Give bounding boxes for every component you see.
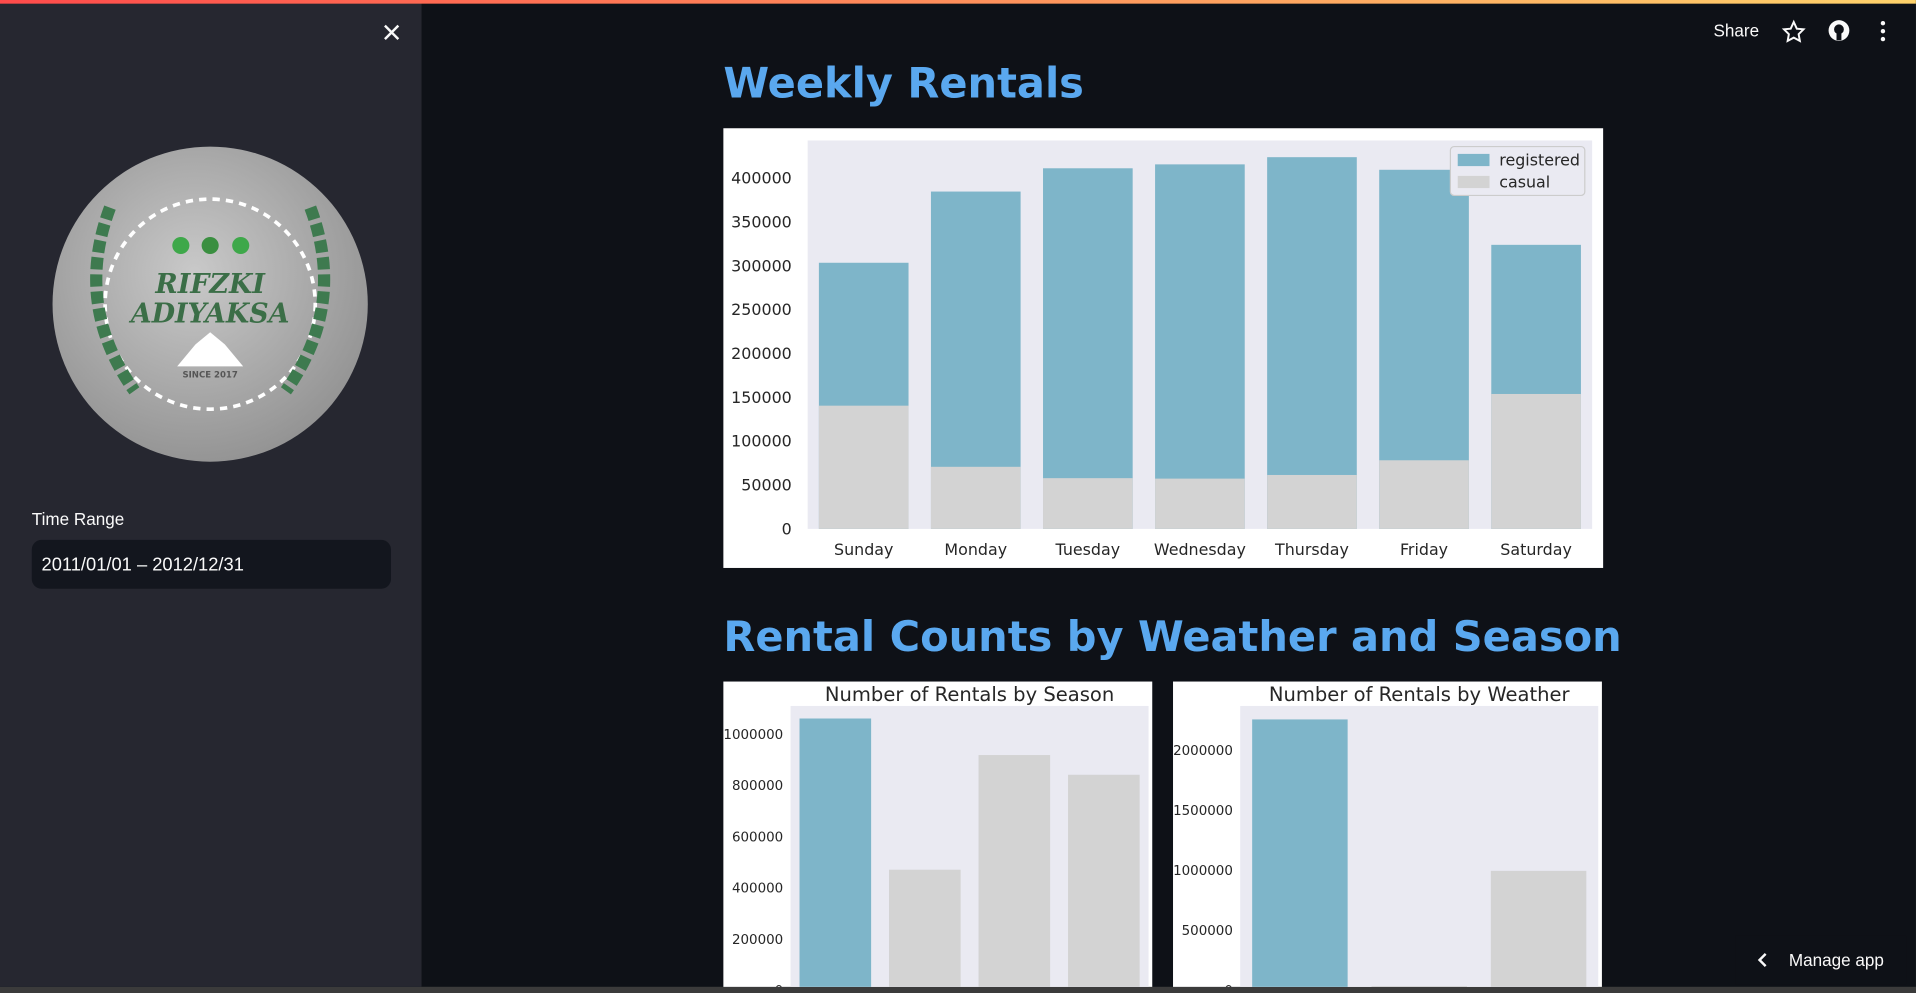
x-tick-label: Thursday — [1274, 540, 1349, 559]
bar — [1490, 870, 1587, 987]
logo: RIFZKI ADIYAKSA SINCE 2017 — [52, 146, 368, 462]
github-button[interactable] — [1828, 20, 1850, 41]
manage-app-button[interactable]: Manage app — [1789, 951, 1884, 970]
y-tick-label: 50000 — [741, 476, 792, 495]
time-range-label: Time Range — [32, 510, 125, 529]
legend-label: registered — [1499, 151, 1580, 170]
y-tick-label: 500000 — [1182, 924, 1233, 939]
bar — [1267, 157, 1357, 529]
y-tick-label: 800000 — [732, 779, 783, 794]
bar — [1068, 774, 1140, 987]
bar — [799, 718, 872, 987]
y-tick-label: 300000 — [731, 256, 792, 275]
y-tick-label: 0 — [782, 519, 792, 538]
bar — [1371, 986, 1467, 987]
section-heading: Weekly Rentals — [723, 59, 1084, 108]
legend-label: casual — [1499, 172, 1550, 191]
legend-swatch — [1457, 175, 1490, 189]
x-tick-label: Monday — [944, 540, 1007, 559]
y-tick-label: 200000 — [731, 344, 792, 363]
y-tick-label: 400000 — [732, 882, 783, 897]
y-tick-label: 400000 — [731, 169, 792, 188]
x-tick-label: Saturday — [1500, 540, 1572, 559]
y-tick-label: 0 — [1224, 984, 1233, 987]
x-tick-label: Wednesday — [1154, 540, 1246, 559]
y-tick-label: 100000 — [731, 432, 792, 451]
y-tick-label: 200000 — [732, 933, 783, 948]
y-tick-label: 150000 — [731, 388, 792, 407]
bar — [1379, 460, 1469, 529]
bar — [978, 755, 1051, 987]
bar — [1252, 719, 1348, 987]
y-tick-label: 350000 — [731, 213, 792, 232]
share-button[interactable]: Share — [1714, 22, 1760, 41]
star-button[interactable] — [1781, 19, 1806, 43]
chart-title: Number of Rentals by Weather — [1269, 683, 1571, 706]
manage-app-backdrop — [1735, 935, 1907, 985]
legend-swatch — [1457, 153, 1490, 167]
decoration-bar — [0, 0, 1916, 4]
bar — [1043, 168, 1133, 529]
chart-title: Number of Rentals by Season — [825, 683, 1114, 706]
bar — [818, 405, 909, 529]
x-tick-label: Friday — [1400, 540, 1448, 559]
menu-button[interactable] — [1880, 21, 1886, 42]
chevron-icon[interactable] — [1757, 953, 1767, 967]
charts: 0 50000 100000 150000 200000 250000 300000 3500… — [723, 140, 1599, 987]
bar — [1155, 478, 1245, 529]
close-sidebar-button[interactable] — [384, 24, 400, 40]
y-tick-label: 600000 — [732, 830, 783, 845]
y-tick-label: 2000000 — [1173, 744, 1233, 759]
date-input-value[interactable]: 2011/01/01 – 2012/12/31 — [42, 553, 244, 574]
bar — [1155, 164, 1245, 529]
bar — [1267, 474, 1357, 529]
y-tick-label: 1000000 — [723, 728, 783, 743]
x-tick-label: Sunday — [834, 540, 893, 559]
y-tick-label: 1000000 — [1173, 864, 1233, 879]
bar — [889, 869, 961, 987]
y-tick-label: 250000 — [731, 300, 792, 319]
logo-text: SINCE 2017 — [182, 370, 237, 380]
bar — [1491, 393, 1581, 529]
x-tick-label: Tuesday — [1055, 540, 1121, 559]
logo-text: ADIYAKSA — [128, 298, 290, 329]
bar — [930, 466, 1021, 529]
section-heading: Rental Counts by Weather and Season — [723, 612, 1621, 661]
y-tick-label: 0 — [775, 984, 784, 987]
bar — [1043, 478, 1133, 529]
y-tick-label: 1500000 — [1173, 804, 1233, 819]
date-input[interactable] — [31, 539, 392, 589]
logo-text: RIFZKI — [154, 269, 266, 300]
